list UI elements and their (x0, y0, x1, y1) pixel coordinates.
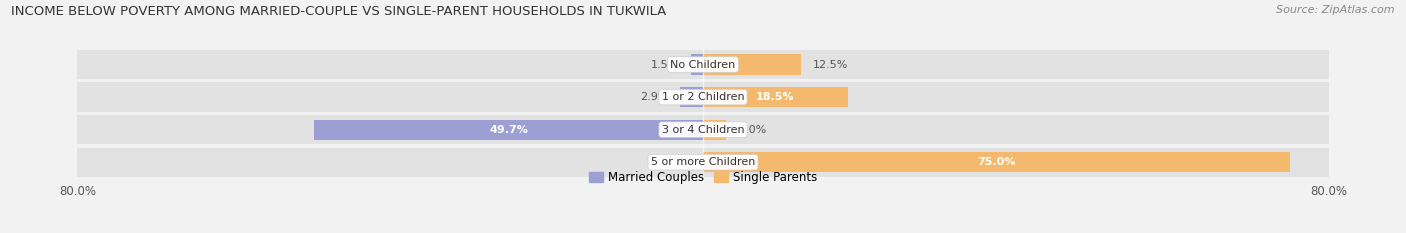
Bar (77, 82, 1329, 112)
Text: 1 or 2 Children: 1 or 2 Children (662, 92, 744, 102)
Text: 18.5%: 18.5% (756, 92, 794, 102)
Legend: Married Couples, Single Parents: Married Couples, Single Parents (586, 169, 820, 187)
Bar (703, 120, 727, 140)
Text: 2.9%: 2.9% (640, 92, 669, 102)
Text: INCOME BELOW POVERTY AMONG MARRIED-COUPLE VS SINGLE-PARENT HOUSEHOLDS IN TUKWILA: INCOME BELOW POVERTY AMONG MARRIED-COUPL… (11, 5, 666, 18)
Bar (77, 115, 1329, 144)
Bar (703, 55, 801, 75)
Text: 1.5%: 1.5% (651, 59, 679, 69)
Bar (315, 120, 703, 140)
Bar (681, 87, 703, 107)
Text: 3.0%: 3.0% (738, 125, 766, 135)
Bar (703, 152, 1289, 172)
Text: 49.7%: 49.7% (489, 125, 529, 135)
Text: Source: ZipAtlas.com: Source: ZipAtlas.com (1277, 5, 1395, 15)
Text: 12.5%: 12.5% (813, 59, 848, 69)
Bar (77, 50, 1329, 79)
Text: No Children: No Children (671, 59, 735, 69)
Bar (77, 147, 1329, 177)
Text: 5 or more Children: 5 or more Children (651, 157, 755, 167)
Bar (692, 55, 703, 75)
Text: 75.0%: 75.0% (977, 157, 1015, 167)
Text: 0.0%: 0.0% (664, 157, 692, 167)
Text: 3 or 4 Children: 3 or 4 Children (662, 125, 744, 135)
Bar (703, 87, 848, 107)
